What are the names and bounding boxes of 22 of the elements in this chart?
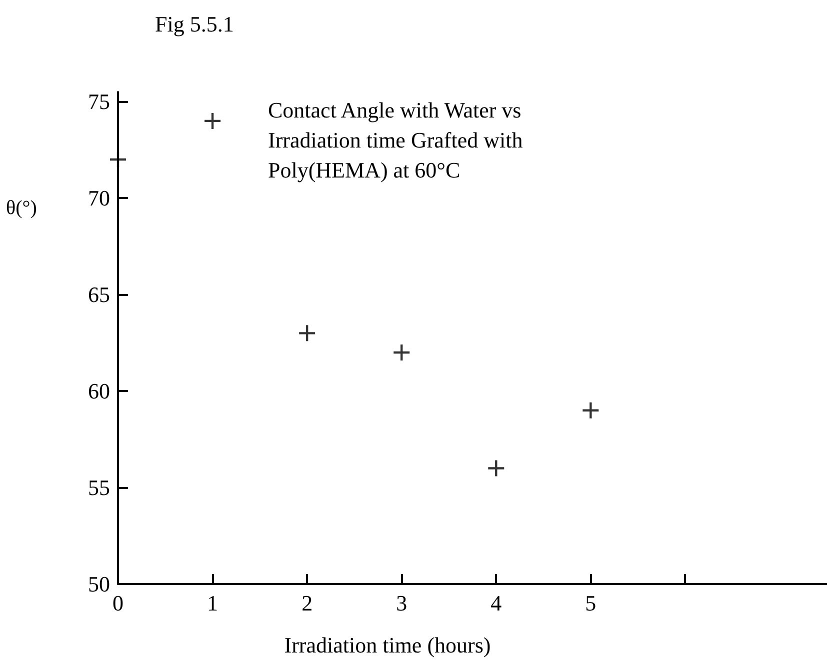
point — [392, 343, 411, 362]
x-tick-label: 1 — [207, 590, 218, 616]
y-tick-label: 70 — [88, 186, 110, 211]
y-tick-label: 65 — [88, 282, 110, 308]
x-tick-label: 4 — [490, 590, 502, 616]
point — [203, 112, 222, 130]
point — [487, 459, 506, 478]
chart-title: Fig 5.5.1 — [155, 12, 234, 36]
y-tick-label: 60 — [88, 378, 110, 404]
y-axis-title: θ(°) — [6, 197, 37, 219]
point — [108, 150, 128, 169]
x-tick-label: 3 — [396, 590, 408, 616]
point — [582, 401, 600, 420]
point — [298, 324, 316, 342]
y-tick-label: 75 — [88, 89, 110, 114]
x-tick-label: 0 — [112, 590, 124, 616]
y-tick-label: 55 — [88, 475, 110, 500]
x-tick-label: 2 — [302, 590, 313, 616]
x-axis-title: Irradiation time (hours) — [284, 632, 491, 658]
x-tick-label: 5 — [585, 590, 596, 616]
y-tick-label: 50 — [88, 572, 110, 596]
annotation: Contact Angle with Water vs Irradiation time Grafted with Poly(HEMA) at 60°C — [268, 98, 528, 182]
